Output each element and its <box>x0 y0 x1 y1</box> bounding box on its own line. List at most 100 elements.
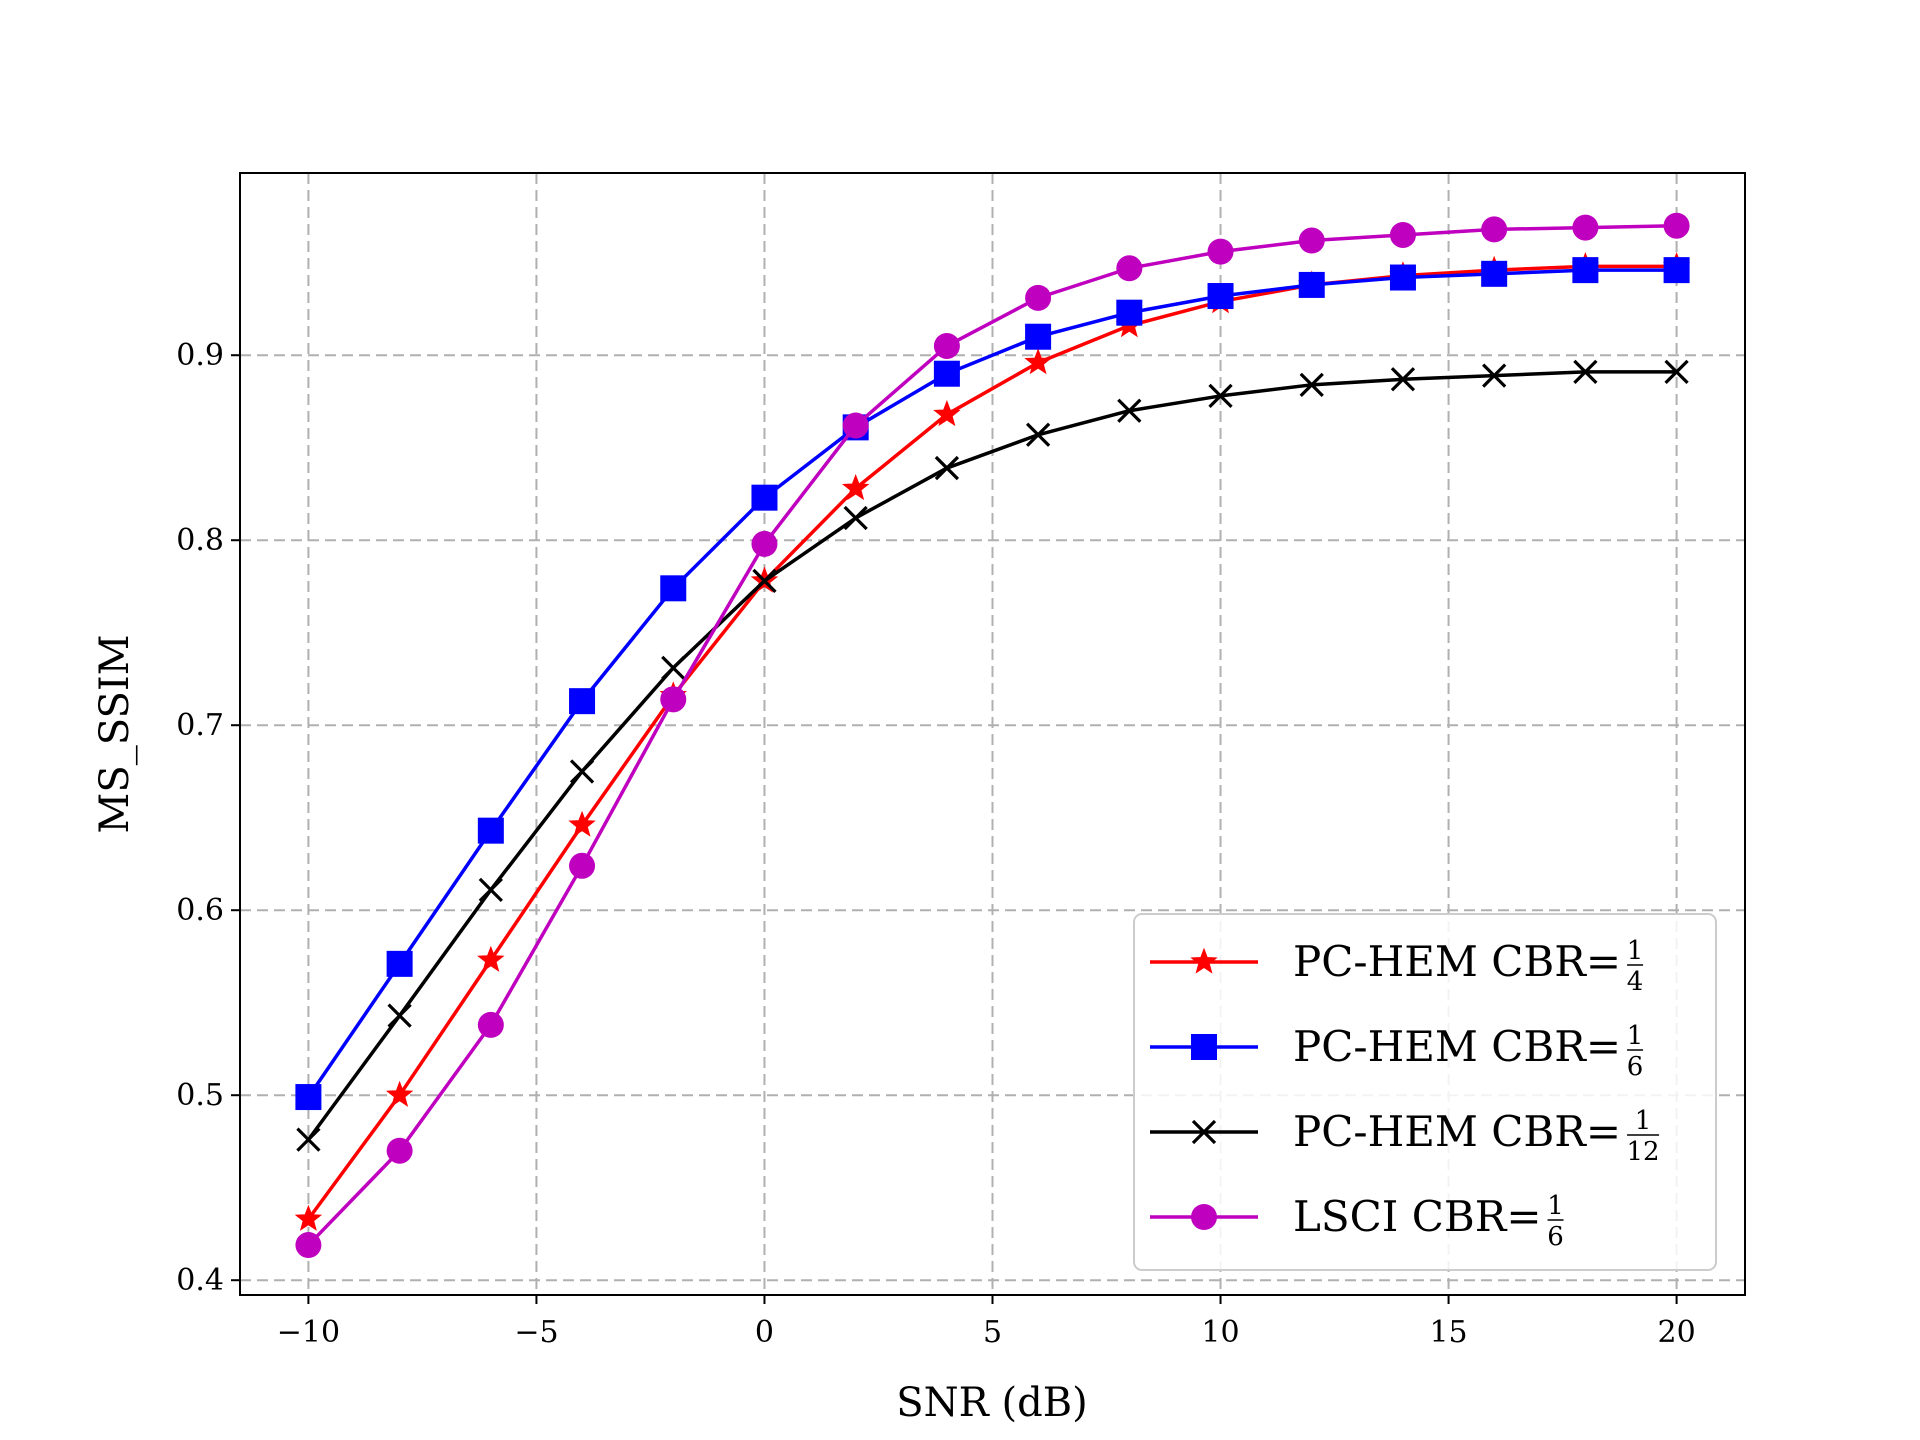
data-point <box>1389 221 1416 248</box>
data-point <box>842 412 869 439</box>
data-point <box>933 360 960 387</box>
ticks: −10 −5 0 5 10 15 20 0.4 0.5 0.6 0.7 0.8 0.9 <box>176 338 1695 1350</box>
x-tick-label: 15 <box>1429 1315 1467 1350</box>
y-axis-title: MS_SSIM <box>92 634 138 833</box>
y-tick-label: 0.5 <box>176 1078 224 1113</box>
data-point <box>1572 257 1599 284</box>
data-point <box>477 817 504 844</box>
legend-label: LSCI CBR= <box>1293 1192 1542 1241</box>
data-point <box>1664 359 1689 385</box>
series-pc-hem-cbr-1-6 <box>295 257 1690 1111</box>
data-point <box>1481 216 1508 243</box>
data-point <box>660 575 687 602</box>
series-line <box>307 264 1677 1221</box>
legend-entry: PC-HEM CBR= 112 <box>1150 1106 1660 1167</box>
data-point <box>1389 264 1416 291</box>
data-point <box>934 455 960 481</box>
x-tick-label: 20 <box>1657 1315 1695 1350</box>
data-point <box>569 852 596 879</box>
data-point <box>1024 348 1052 375</box>
legend-entry: PC-HEM CBR= 16 <box>1150 1021 1643 1082</box>
series-lsci-cbr-1-6 <box>295 212 1690 1259</box>
data-point <box>660 686 687 713</box>
x-tick-label: 0 <box>755 1315 774 1350</box>
data-point <box>568 810 596 837</box>
data-point <box>569 759 595 784</box>
data-point <box>1116 299 1143 326</box>
data-point <box>1025 323 1052 350</box>
series-pc-hem-cbr-1-12 <box>296 359 1689 1152</box>
data-point <box>843 505 868 531</box>
data-point <box>933 400 961 427</box>
data-point <box>386 1137 413 1164</box>
data-point <box>1572 214 1599 241</box>
legend-label: PC-HEM CBR= <box>1293 1022 1621 1071</box>
legend-fraction-denominator: 4 <box>1627 967 1644 997</box>
legend-label: PC-HEM CBR= <box>1293 1107 1621 1156</box>
x-tick-label: 5 <box>983 1315 1002 1350</box>
data-point <box>385 1080 414 1107</box>
series-line <box>307 370 1677 1141</box>
legend-fraction-numerator: 1 <box>1635 1106 1652 1136</box>
legend-fraction-numerator: 1 <box>1627 1021 1644 1051</box>
legend-entry: LSCI CBR= 16 <box>1150 1191 1564 1252</box>
data-point <box>1025 284 1052 311</box>
x-tick-label: −10 <box>277 1315 340 1350</box>
data-point <box>1663 212 1690 239</box>
legend-fraction-denominator: 12 <box>1627 1137 1660 1167</box>
y-tick-label: 0.6 <box>176 893 224 928</box>
data-point <box>295 1232 322 1259</box>
y-tick-label: 0.8 <box>176 523 224 558</box>
legend-marker <box>1190 947 1218 974</box>
data-point <box>1663 257 1690 284</box>
data-point <box>296 1127 321 1152</box>
data-point <box>661 655 686 680</box>
data-point <box>1208 383 1233 409</box>
legend-fraction-numerator: 1 <box>1627 936 1644 966</box>
x-tick-label: −5 <box>514 1315 558 1350</box>
data-point <box>1299 372 1324 397</box>
legend-fraction-numerator: 1 <box>1547 1191 1564 1221</box>
legend-marker <box>1191 1119 1217 1145</box>
y-tick-label: 0.7 <box>176 708 224 743</box>
data-point <box>1481 260 1508 287</box>
series-line <box>306 268 1677 1099</box>
legend-label: PC-HEM CBR= <box>1293 937 1621 986</box>
data-point <box>933 332 960 359</box>
series-layer <box>294 212 1691 1259</box>
data-point <box>477 1011 504 1038</box>
data-point <box>569 688 596 715</box>
data-point <box>752 568 777 594</box>
data-point <box>294 1204 323 1231</box>
y-tick-label: 0.4 <box>176 1263 224 1298</box>
data-point <box>478 877 503 902</box>
x-tick-label: 10 <box>1201 1315 1239 1350</box>
legend-fraction-denominator: 6 <box>1627 1052 1644 1082</box>
series-line <box>307 223 1677 1247</box>
data-point <box>1390 367 1416 392</box>
data-point <box>751 484 778 511</box>
data-point <box>1482 363 1507 388</box>
y-tick-label: 0.9 <box>176 338 224 373</box>
data-point <box>1116 255 1143 282</box>
data-point <box>477 945 505 972</box>
data-point <box>1573 359 1598 385</box>
legend-marker <box>1191 1034 1217 1060</box>
data-point <box>1025 422 1051 447</box>
data-point <box>386 950 413 977</box>
data-point <box>387 1003 412 1028</box>
legend-box <box>1133 913 1717 1271</box>
x-axis-title: SNR (dB) <box>896 1380 1087 1426</box>
data-point <box>1207 283 1234 310</box>
legend-marker <box>1191 1204 1217 1230</box>
data-point <box>1117 398 1142 423</box>
legend-fraction-denominator: 6 <box>1547 1222 1564 1252</box>
data-point <box>751 530 778 557</box>
data-point <box>1298 271 1325 298</box>
legend-entry: PC-HEM CBR= 14 <box>1150 936 1643 997</box>
data-point <box>1298 227 1325 254</box>
data-point <box>841 474 870 501</box>
data-point <box>295 1084 322 1111</box>
